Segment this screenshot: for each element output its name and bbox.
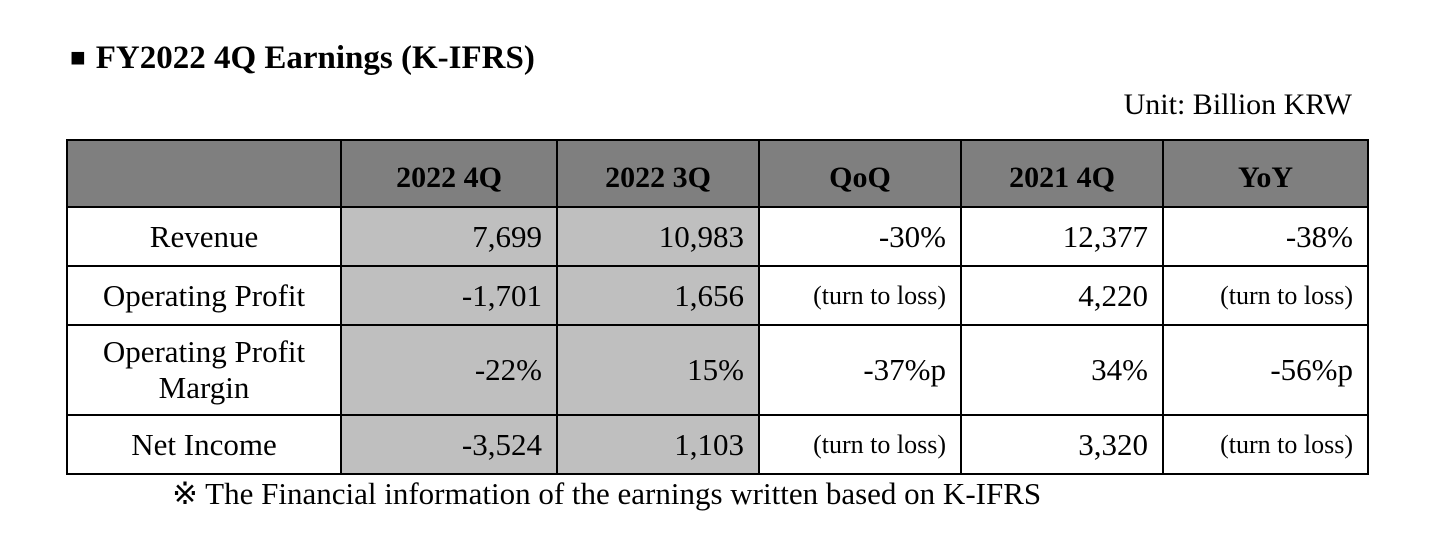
column-header-qoq: QoQ (758, 139, 962, 208)
table-cell: -30% (758, 206, 962, 267)
table-row: Revenue 7,699 10,983 -30% 12,377 -38% (66, 206, 1369, 267)
table-row: Operating Profit Margin -22% 15% -37%p 3… (66, 324, 1369, 416)
row-label-operating-profit: Operating Profit (66, 265, 342, 326)
table-cell: (turn to loss) (758, 265, 962, 326)
column-header-yoy: YoY (1162, 139, 1369, 208)
table-cell: -56%p (1162, 324, 1369, 416)
table-cell: -1,701 (340, 265, 558, 326)
footnote: ※ The Financial information of the earni… (172, 476, 1042, 511)
table-cell: 15% (556, 324, 760, 416)
table-cell: 7,699 (340, 206, 558, 267)
square-bullet-icon: ■ (70, 43, 86, 72)
table-cell: 10,983 (556, 206, 760, 267)
table-cell: -22% (340, 324, 558, 416)
earnings-table: 2022 4Q 2022 3Q QoQ 2021 4Q YoY Revenue … (66, 139, 1369, 475)
unit-label: Unit: Billion KRW (1123, 88, 1352, 121)
table-row: Net Income -3,524 1,103 (turn to loss) 3… (66, 414, 1369, 475)
table-cell: 1,656 (556, 265, 760, 326)
table-row: Operating Profit -1,701 1,656 (turn to l… (66, 265, 1369, 326)
table-cell: -3,524 (340, 414, 558, 475)
row-label-operating-profit-margin: Operating Profit Margin (66, 324, 342, 416)
table-cell: (turn to loss) (758, 414, 962, 475)
table-cell: 12,377 (960, 206, 1164, 267)
column-header-2021-4q: 2021 4Q (960, 139, 1164, 208)
row-label-revenue: Revenue (66, 206, 342, 267)
row-label-net-income: Net Income (66, 414, 342, 475)
table-cell: 1,103 (556, 414, 760, 475)
column-header-2022-4q: 2022 4Q (340, 139, 558, 208)
table-cell: -37%p (758, 324, 962, 416)
report-title-text: FY2022 4Q Earnings (K-IFRS) (95, 40, 535, 76)
table-cell: 4,220 (960, 265, 1164, 326)
table-cell: 34% (960, 324, 1164, 416)
table-cell: 3,320 (960, 414, 1164, 475)
table-cell: (turn to loss) (1162, 414, 1369, 475)
table-cell: (turn to loss) (1162, 265, 1369, 326)
table-header-row: 2022 4Q 2022 3Q QoQ 2021 4Q YoY (66, 139, 1369, 208)
column-header-blank (66, 139, 342, 208)
table-cell: -38% (1162, 206, 1369, 267)
report-title: ■ FY2022 4Q Earnings (K-IFRS) (70, 40, 535, 77)
column-header-2022-3q: 2022 3Q (556, 139, 760, 208)
